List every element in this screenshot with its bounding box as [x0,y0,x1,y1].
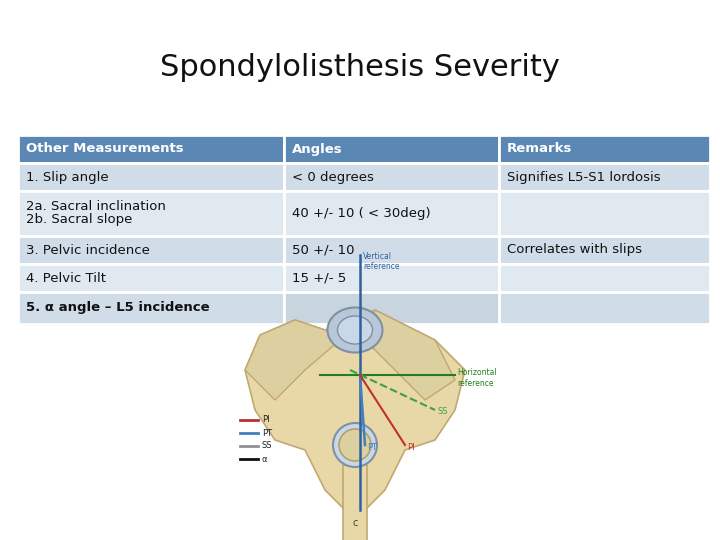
Text: Remarks: Remarks [507,143,572,156]
Bar [284,191,499,236]
Bar [18,292,284,324]
Text: 4. Pelvic Tilt: 4. Pelvic Tilt [26,272,106,285]
Bar [343,465,367,540]
Bar [18,264,284,292]
Text: 15 +/- 5: 15 +/- 5 [292,272,346,285]
Text: Horizontal
reference: Horizontal reference [457,368,497,388]
Bar [284,163,499,191]
Bar [499,236,710,264]
Bar [284,264,499,292]
Polygon shape [245,320,340,400]
Text: Correlates with slips: Correlates with slips [507,244,642,256]
Text: Other Measurements: Other Measurements [26,143,184,156]
Text: c: c [352,518,358,528]
Ellipse shape [328,307,382,353]
Text: SS: SS [262,442,272,450]
Bar [284,292,499,324]
Bar [18,135,284,163]
Bar [499,292,710,324]
Text: PI: PI [262,415,269,424]
Bar [18,236,284,264]
Circle shape [333,423,377,467]
Text: PT: PT [367,443,377,453]
Text: 5. α angle – L5 incidence: 5. α angle – L5 incidence [26,301,210,314]
Text: 2b. Sacral slope: 2b. Sacral slope [26,213,132,226]
Text: 50 +/- 10: 50 +/- 10 [292,244,355,256]
Bar [499,163,710,191]
Bar [499,191,710,236]
Text: 3. Pelvic incidence: 3. Pelvic incidence [26,244,150,256]
Bar [18,191,284,236]
Text: Spondylolisthesis Severity: Spondylolisthesis Severity [160,53,560,83]
Text: 1. Slip angle: 1. Slip angle [26,171,109,184]
Polygon shape [245,310,465,510]
Bar [499,264,710,292]
Bar [284,236,499,264]
Text: Vertical
reference: Vertical reference [363,252,400,272]
Text: PT: PT [262,429,272,437]
Text: 40 +/- 10 ( < 30deg): 40 +/- 10 ( < 30deg) [292,207,431,220]
Bar [499,135,710,163]
Bar [284,135,499,163]
Text: 2a. Sacral inclination: 2a. Sacral inclination [26,200,166,213]
Text: < 0 degrees: < 0 degrees [292,171,374,184]
Text: PI: PI [407,443,415,453]
Circle shape [339,429,371,461]
Polygon shape [365,310,455,400]
Ellipse shape [338,316,372,344]
Text: Angles: Angles [292,143,343,156]
Text: α: α [262,455,268,463]
Text: SS: SS [437,408,448,416]
Bar [18,163,284,191]
Text: Signifies L5-S1 lordosis: Signifies L5-S1 lordosis [507,171,660,184]
